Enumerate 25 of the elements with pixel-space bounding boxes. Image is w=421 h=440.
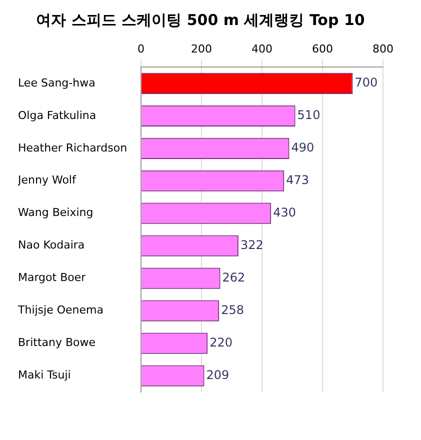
data-label: 490 [291,140,314,155]
chart-title: 여자 스피드 스케이팅 500 m 세계랭킹 Top 10 [36,10,365,29]
y-tick-label: Lee Sang-hwa [18,76,96,90]
x-tick-label: 400 [252,42,273,56]
data-label: 262 [222,270,246,284]
data-label: 209 [206,368,230,382]
x-tick-label: 200 [191,42,212,56]
data-label: 220 [210,335,232,350]
y-tick-label: Heather Richardson [18,141,128,154]
x-tick-label: 0 [138,42,145,56]
y-tick-label: Margot Boer [18,271,86,284]
data-label: 473 [286,173,310,188]
x-tick-label: 800 [372,42,394,56]
y-tick-label: Nao Kodaira [18,238,85,252]
y-tick-label: Brittany Bowe [18,336,96,350]
y-tick-label: Olga Fatkulina [18,108,96,122]
data-label: 430 [273,205,296,220]
data-label: 700 [354,76,378,90]
y-tick-label: Wang Beixing [18,206,94,220]
data-label: 258 [221,302,244,317]
y-tick-label: Maki Tsuji [18,368,71,382]
data-label: 510 [297,108,320,122]
y-tick-label: Thijsje Oenema [17,304,104,317]
x-tick-label: 600 [312,42,334,56]
data-label: 322 [240,238,264,252]
